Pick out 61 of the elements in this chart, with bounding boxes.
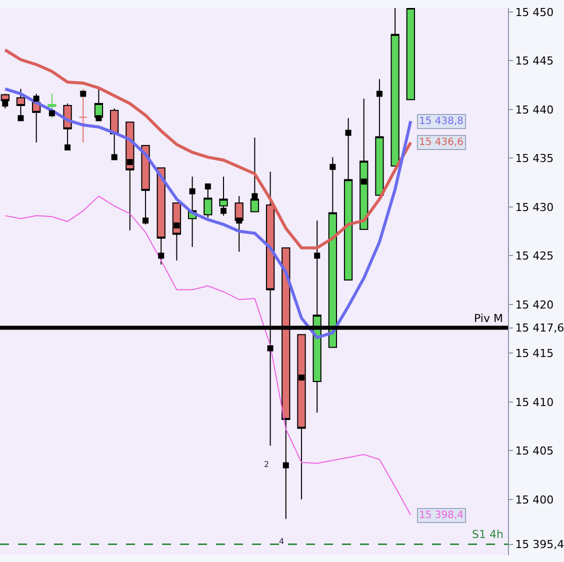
point xyxy=(345,130,352,136)
y-tick-label: 15 435 xyxy=(515,152,554,166)
y-tick-label: 15 420 xyxy=(515,298,554,312)
point xyxy=(204,183,211,190)
data-label: 15 438,8 xyxy=(419,116,464,127)
point xyxy=(64,144,71,150)
ref-line-label: Piv M xyxy=(474,312,503,325)
y-tick-label: 15 425 xyxy=(515,250,554,263)
point xyxy=(2,100,8,107)
candlestick xyxy=(375,78,384,196)
candlestick xyxy=(141,144,150,225)
data-label: 15 436,6 xyxy=(419,137,464,148)
y-tick-label: 15 400 xyxy=(515,493,554,506)
candlestick xyxy=(390,8,400,166)
candlestick xyxy=(0,93,10,109)
point xyxy=(330,164,336,170)
point xyxy=(314,252,320,259)
candlestick xyxy=(48,93,56,119)
line-series xyxy=(4,196,412,516)
point xyxy=(33,96,40,102)
candlestick xyxy=(297,334,306,500)
annotation: 4 xyxy=(279,537,284,546)
point xyxy=(236,218,242,224)
y-tick-label: 15 417,6 xyxy=(515,322,564,335)
point xyxy=(18,115,24,122)
y-tick-label: 15 430 xyxy=(515,200,554,214)
point xyxy=(174,222,180,228)
candlestick xyxy=(156,167,166,265)
point xyxy=(189,188,196,194)
candlestick xyxy=(250,137,260,212)
point xyxy=(360,178,367,185)
y-tick-label: 15 440 xyxy=(515,103,554,116)
point xyxy=(220,208,227,214)
point xyxy=(282,462,289,468)
candlestick xyxy=(204,184,212,218)
candlestick xyxy=(219,176,228,216)
point xyxy=(298,374,304,381)
y-tick-label: 15 410 xyxy=(515,396,554,409)
y-tick-label: 15 415 xyxy=(515,347,554,360)
candlestick xyxy=(78,88,88,144)
point xyxy=(126,159,133,166)
line-series xyxy=(4,48,412,250)
point xyxy=(376,90,382,97)
ref-line-label: S1 4h xyxy=(472,528,504,541)
line-series xyxy=(4,87,412,340)
point xyxy=(158,252,164,259)
annotation: 2 xyxy=(264,460,270,469)
y-tick-label: 15 405 xyxy=(515,444,554,458)
y-tick-label: 15 450 xyxy=(515,6,554,19)
point xyxy=(111,154,118,160)
y-tick-label: 15 445 xyxy=(515,54,554,68)
point xyxy=(96,115,102,122)
candlestick xyxy=(406,8,415,100)
point xyxy=(252,193,258,200)
point xyxy=(48,110,55,116)
candlestick xyxy=(344,118,353,281)
data-label: 15 398,4 xyxy=(419,510,464,521)
point xyxy=(267,345,274,352)
y-tick-label: 15 395,4 xyxy=(515,538,564,552)
point xyxy=(142,218,149,224)
point xyxy=(80,90,86,97)
